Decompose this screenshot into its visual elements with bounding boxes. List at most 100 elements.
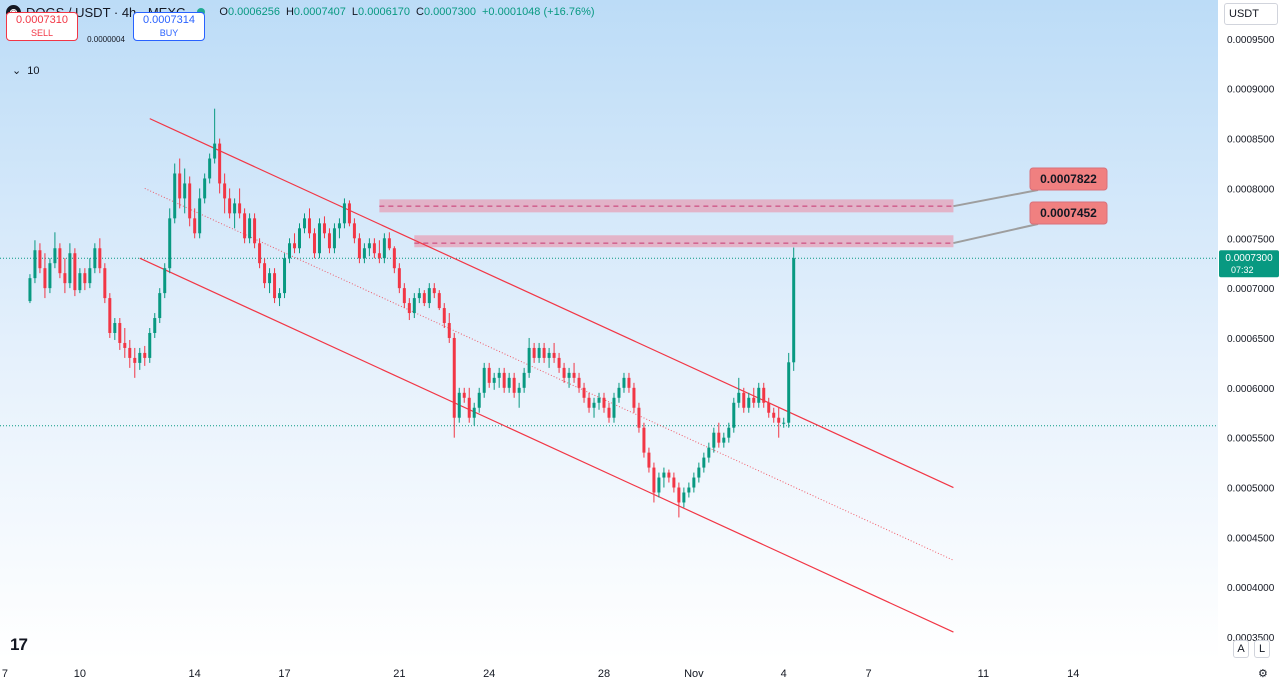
candle-body (93, 248, 97, 269)
volume-indicator[interactable]: ⌄ 10 (12, 64, 39, 78)
candle-body (452, 337, 456, 418)
candle-body (38, 250, 42, 269)
resistance-zone (379, 199, 954, 213)
ohlc-values: O0.0006256 H0.0007407 L0.0006170 C0.0007… (219, 6, 594, 18)
price-tick-label: 0.0009500 (1227, 35, 1275, 46)
price-tick-label: 0.0009000 (1227, 85, 1275, 96)
candle-body (782, 422, 786, 424)
candle-body (108, 298, 112, 333)
candle-body (268, 273, 272, 284)
auto-scale-button[interactable]: A (1233, 640, 1249, 658)
time-tick-label: 11 (978, 668, 989, 680)
candle-body (273, 273, 277, 299)
channel-midline (144, 187, 954, 561)
candle-body (98, 248, 102, 269)
candle-body (158, 293, 162, 319)
candle-body (83, 273, 87, 284)
buy-price: 0.0007314 (143, 13, 195, 26)
candle-body (792, 258, 796, 363)
candle-body (48, 263, 52, 289)
candle-body (253, 218, 257, 244)
candle-body (307, 218, 311, 234)
candle-body (33, 250, 37, 279)
candle-body (637, 407, 641, 428)
price-tick-label: 0.0004000 (1227, 583, 1275, 594)
candle-body (118, 323, 122, 343)
time-tick-label: 7 (2, 668, 8, 680)
candle-body (123, 342, 127, 348)
price-tick-label: 0.0007000 (1227, 284, 1275, 295)
price-tick-label: 0.0008000 (1227, 184, 1275, 195)
candle-body (417, 293, 421, 299)
candle-body (582, 387, 586, 398)
candle-body (562, 367, 566, 378)
settings-gear-icon[interactable]: ⚙ (1258, 668, 1268, 680)
candle-body (702, 457, 706, 468)
price-tick-label: 0.0004500 (1227, 533, 1275, 544)
price-tick-label: 0.0008500 (1227, 135, 1275, 146)
candle-body (248, 218, 252, 239)
candle-body (502, 372, 506, 388)
candle-body (647, 452, 651, 468)
candle-body (183, 183, 187, 199)
candle-body (352, 223, 356, 239)
candle-body (387, 238, 391, 249)
candle-body (477, 392, 481, 408)
candle-body (312, 233, 316, 254)
candle-body (43, 268, 47, 289)
open-key: O (219, 6, 228, 18)
candle-body (697, 467, 701, 478)
low-value: 0.0006170 (358, 6, 411, 18)
candle-body (507, 377, 511, 388)
candle-body (467, 397, 471, 418)
buy-button[interactable]: 0.0007314 BUY (133, 11, 205, 41)
candle-body (512, 377, 516, 393)
candle-body (28, 278, 32, 302)
tradingview-logo[interactable]: 17 (10, 635, 28, 654)
price-tick-label: 0.0005000 (1227, 484, 1275, 495)
log-scale-button[interactable]: L (1254, 640, 1270, 658)
candle-body (198, 198, 202, 234)
candle-body (88, 268, 92, 284)
price-tick-label: 0.0006500 (1227, 334, 1275, 345)
channel-lower-line (139, 257, 954, 633)
chevron-down-icon[interactable]: ⌄ (12, 65, 22, 77)
callout-connector (953, 223, 1039, 245)
candle-body (587, 397, 591, 408)
candle-body (342, 203, 346, 224)
sell-button[interactable]: 0.0007310 SELL (6, 11, 78, 41)
candle-body (472, 407, 476, 418)
candle-body (223, 183, 227, 199)
candle-body (762, 387, 766, 403)
candle-body (577, 377, 581, 388)
candle-body (727, 427, 731, 438)
time-tick-label: 28 (598, 668, 610, 680)
candle-body (752, 397, 756, 403)
candle-body (682, 492, 686, 503)
candle-body (372, 243, 376, 254)
candle-body (442, 308, 446, 324)
candle-body (233, 203, 237, 214)
candle-body (422, 293, 426, 304)
time-tick-label: 7 (866, 668, 872, 680)
high-key: H (285, 6, 294, 18)
time-tick-label: 10 (74, 668, 86, 680)
candle-body (537, 347, 541, 358)
candle-body (138, 352, 142, 363)
candle-body (787, 362, 791, 423)
time-axis-background (0, 660, 1218, 682)
candle-body (303, 218, 306, 229)
candle-body (238, 203, 242, 214)
candle-body (572, 372, 576, 378)
candle-body (58, 248, 62, 274)
candle-body (742, 392, 746, 408)
candle-body (402, 288, 406, 304)
resistance-callout (1029, 201, 1108, 225)
time-tick-label: 17 (278, 668, 290, 680)
candle-body (642, 427, 646, 453)
candle-body (283, 258, 287, 294)
currency-select[interactable]: USDT (1224, 3, 1278, 25)
candle-body (432, 288, 436, 294)
